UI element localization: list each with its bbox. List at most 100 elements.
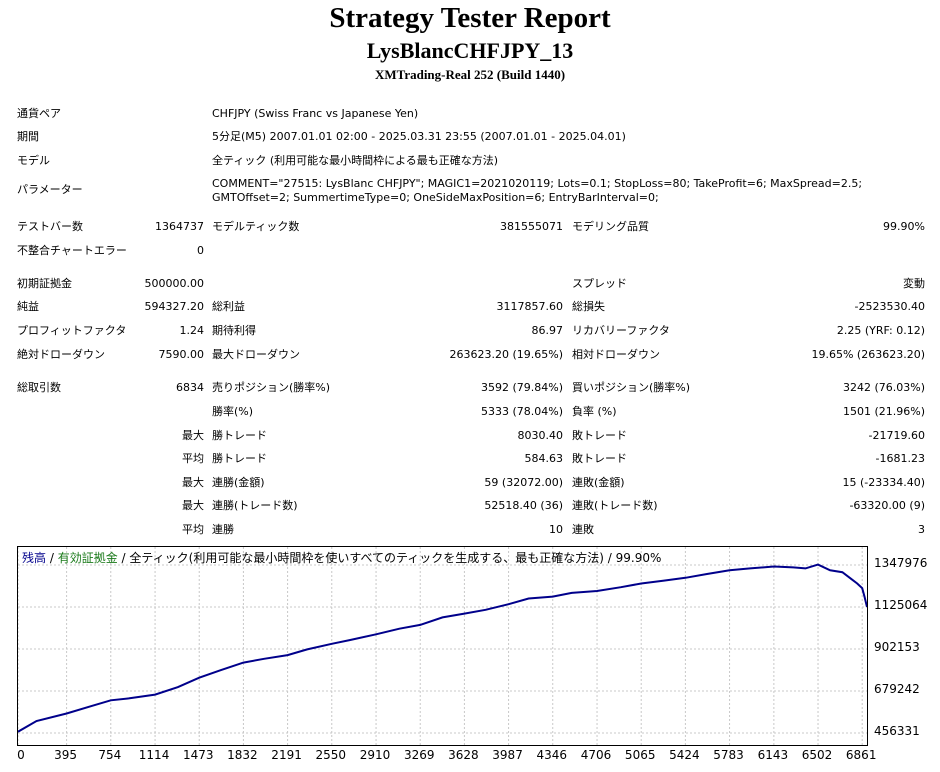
consec-win-trd-value: 52518.40 (36) [484,499,563,512]
x-tick-label: 6861 [845,748,877,762]
long-positions-label: 買いポジション(勝率%) [572,381,691,394]
net-profit-label: 純益 [17,300,39,313]
y-tick-label: 902153 [874,640,920,654]
chart-legend: 残高 / 有効証拠金 / 全ティック(利用可能な最小時間枠を使いすべてのティック… [22,549,661,566]
spread-value: 変動 [903,277,925,290]
x-tick-label: 4346 [536,748,568,762]
gross-loss-value: -2523530.40 [854,300,925,313]
x-tick-label: 2191 [271,748,302,762]
model-label: モデル [17,154,50,167]
bars-label: テストバー数 [17,220,83,233]
avg-consec-loss-value: 3 [918,523,925,536]
x-tick-label: 3987 [492,748,523,762]
average-prefix: 平均 [182,452,204,465]
x-tick-label: 1473 [182,748,214,762]
y-tick-label: 456331 [874,724,920,738]
consec-loss-trd-value: -63320.00 (9) [849,499,925,512]
max-drawdown-label: 最大ドローダウン [212,348,300,361]
x-tick-label: 2910 [359,748,391,762]
total-trades-label: 総取引数 [17,381,61,394]
avg-win-value: 584.63 [524,452,564,465]
avg-loss-label: 敗トレード [572,452,627,465]
params-label: パラメーター [17,183,83,196]
expected-payoff-value: 86.97 [531,324,564,337]
gross-profit-label: 総利益 [212,300,245,313]
symbol-label: 通貨ペア [17,107,61,120]
largest-prefix: 最大 [182,429,204,442]
avg-consec-win-label: 連勝 [212,523,234,536]
report-title: Strategy Tester Report [329,2,611,34]
x-tick-label: 3269 [403,748,435,762]
consec-win-trd-label: 連勝(トレード数) [212,499,298,512]
x-tick-label: 6502 [801,748,833,762]
legend-sep-2: / [117,551,130,565]
y-tick-label: 1347976 [874,556,928,570]
largest-loss-value: -21719.60 [868,429,925,442]
avg-win-label: 勝トレード [212,452,267,465]
legend-balance: 残高 [22,551,47,565]
y-tick-label: 1125064 [874,598,928,612]
win-rate-label: 勝率(%) [212,405,254,418]
period-value: 5分足(M5) 2007.01.01 02:00 - 2025.03.31 23… [212,130,626,143]
consec-win-amt-value: 59 (32072.00) [484,476,563,489]
balance-chart [17,546,868,746]
x-tick-label: 6143 [757,748,789,762]
gross-profit-value: 3117857.60 [496,300,563,313]
gross-loss-label: 総損失 [572,300,605,313]
consec-win-amt-label: 連勝(金額) [212,476,265,489]
quality-label: モデリング品質 [572,220,649,233]
consec-loss-amt-label: 連敗(金額) [572,476,625,489]
mismatch-value: 0 [197,244,204,257]
avg-loss-value: -1681.23 [875,452,925,465]
x-tick-label: 5065 [624,748,656,762]
ticks-label: モデルティック数 [212,220,300,233]
recovery-label: リカバリーファクタ [572,324,670,337]
spread-label: スプレッド [572,277,627,290]
y-tick-label: 679242 [874,682,920,696]
x-tick-label: 5424 [669,748,700,762]
deposit-value: 500000.00 [144,277,205,290]
legend-model: 全ティック(利用可能な最小時間枠を使いすべてのティックを生成する、最も正確な方法… [129,551,662,565]
x-tick-label: 5783 [713,748,744,762]
max-consec-trd-prefix: 最大 [182,499,204,512]
profit-factor-value: 1.24 [179,324,205,337]
short-positions-label: 売りポジション(勝率%) [212,381,331,394]
total-trades-value: 6834 [176,381,204,394]
chart-plot-area [18,547,867,745]
report-subtitle: LysBlancCHFJPY_13 [366,38,574,63]
balance-line [18,563,867,733]
x-tick-label: 1832 [227,748,258,762]
largest-win-value: 8030.40 [517,429,564,442]
mismatch-label: 不整合チャートエラー [17,244,127,257]
x-tick-label: 4706 [580,748,612,762]
abs-drawdown-label: 絶対ドローダウン [17,348,105,361]
params-line-1: COMMENT="27515: LysBlanc CHFJPY"; MAGIC1… [212,177,863,190]
largest-loss-label: 敗トレード [572,429,627,442]
deposit-label: 初期証拠金 [17,277,72,290]
x-tick-label: 0 [17,748,25,762]
model-value: 全ティック (利用可能な最小時間枠による最も正確な方法) [212,154,499,167]
avg-consec-loss-label: 連敗 [572,523,594,536]
avg-consec-prefix: 平均 [182,523,204,536]
short-positions-value: 3592 (79.84%) [480,381,563,394]
long-positions-value: 3242 (76.03%) [842,381,925,394]
x-tick-label: 1114 [138,748,170,762]
legend-equity: 有効証拠金 [57,551,118,565]
abs-drawdown-value: 7590.00 [158,348,205,361]
server-info: XMTrading-Real 252 (Build 1440) [374,67,566,82]
symbol-value: CHFJPY (Swiss Franc vs Japanese Yen) [212,107,419,120]
expected-payoff-label: 期待利得 [212,324,256,337]
x-tick-label: 754 [98,748,122,762]
avg-consec-win-value: 10 [549,523,563,536]
max-consec-amt-prefix: 最大 [182,476,204,489]
consec-loss-trd-label: 連敗(トレード数) [572,499,658,512]
largest-win-label: 勝トレード [212,429,267,442]
consec-loss-amt-value: 15 (-23334.40) [842,476,925,489]
x-tick-label: 395 [54,748,78,762]
loss-rate-value: 1501 (21.96%) [842,405,925,418]
legend-sep-1: / [46,551,58,565]
loss-rate-label: 負率 (%) [572,405,617,418]
profit-factor-label: プロフィットファクタ [17,324,127,337]
net-profit-value: 594327.20 [144,300,205,313]
x-tick-label: 2550 [315,748,347,762]
